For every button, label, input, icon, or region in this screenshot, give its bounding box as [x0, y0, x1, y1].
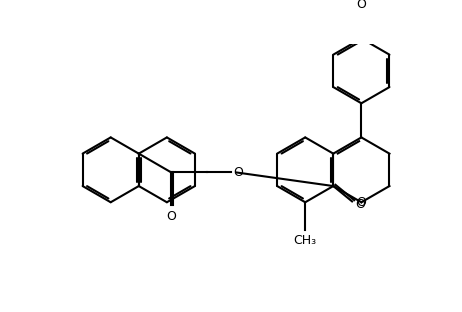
Text: O: O — [166, 210, 176, 223]
Text: CH₃: CH₃ — [294, 234, 317, 247]
Text: O: O — [357, 0, 366, 11]
Text: O: O — [355, 198, 365, 211]
Text: O: O — [357, 196, 366, 209]
Text: O: O — [233, 166, 243, 179]
